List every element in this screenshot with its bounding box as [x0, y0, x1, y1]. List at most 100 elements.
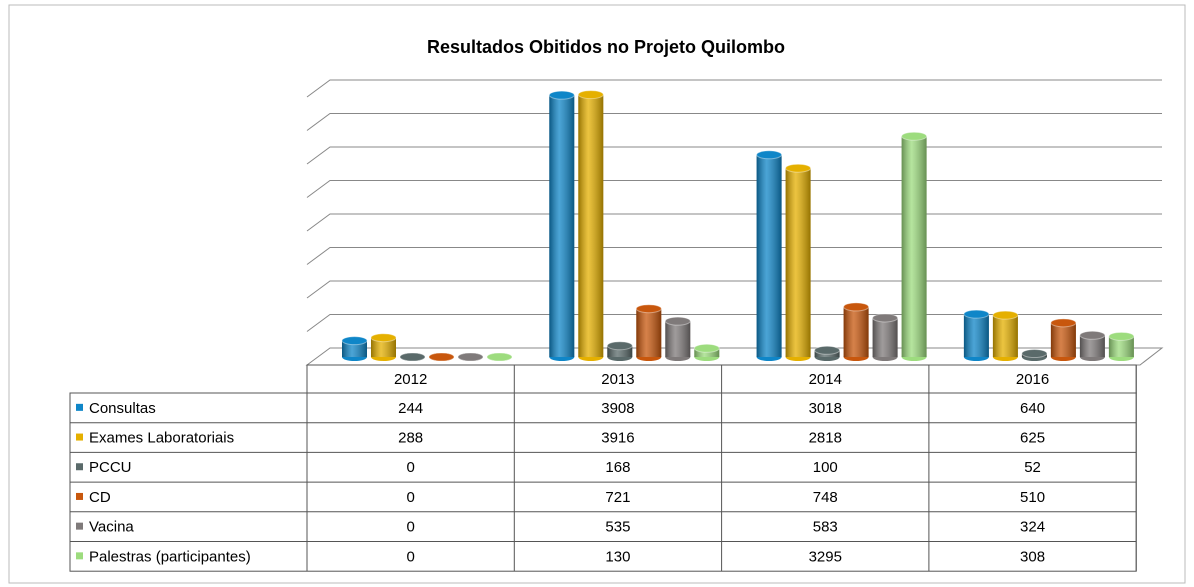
bar-shade — [1050, 322, 1076, 357]
legend-swatch — [76, 463, 83, 471]
table-value: 640 — [1020, 400, 1045, 417]
bar-shade — [1079, 335, 1105, 357]
table-value: 3916 — [601, 430, 634, 447]
bar-shade — [371, 337, 396, 357]
legend-swatch — [76, 433, 83, 441]
table-value: 244 — [398, 400, 423, 417]
bar — [963, 309, 990, 361]
table-value: 0 — [406, 519, 414, 536]
bar — [872, 313, 899, 361]
bar-shade — [636, 308, 662, 357]
table-value: 52 — [1024, 459, 1041, 476]
bar-cap — [577, 90, 604, 100]
legend-swatch — [76, 403, 83, 411]
bar — [548, 90, 575, 361]
table-value: 168 — [605, 459, 630, 476]
bar-shade — [756, 154, 782, 357]
table-value: 0 — [406, 548, 414, 565]
bar — [428, 352, 455, 362]
bar — [486, 352, 513, 362]
table-value: 288 — [398, 430, 423, 447]
bar — [1079, 330, 1106, 361]
table-value: 0 — [406, 459, 414, 476]
legend-label: Consultas — [89, 400, 156, 417]
legend-label: CD — [89, 489, 111, 506]
bar-cap — [1050, 318, 1077, 328]
grid-line — [306, 180, 1162, 198]
bar-cap — [635, 304, 662, 314]
bar-shade — [843, 306, 869, 357]
table-value: 583 — [813, 519, 838, 536]
grid-line — [306, 247, 1162, 265]
grid-line — [306, 146, 1162, 165]
table-value: 3018 — [809, 400, 842, 417]
legend-label: PCCU — [89, 459, 132, 476]
table-value: 3295 — [809, 548, 842, 565]
bar-shade — [342, 340, 367, 357]
table-value: 308 — [1020, 548, 1045, 565]
bar — [577, 90, 604, 361]
x-tick-label: 2012 — [394, 371, 427, 388]
bar-cap — [992, 310, 1019, 320]
bar-cap — [428, 352, 455, 362]
table-value: 3908 — [601, 400, 634, 417]
bar-cap — [548, 90, 575, 100]
bar — [399, 352, 426, 362]
grid-line — [306, 79, 1162, 98]
x-tick-label: 2013 — [601, 371, 634, 388]
bar — [814, 345, 841, 361]
bar-shade — [963, 314, 989, 357]
bar-cap — [664, 316, 691, 326]
table-value: 721 — [605, 489, 630, 506]
bar-cap — [693, 343, 720, 353]
bar — [756, 150, 783, 361]
legend-swatch — [76, 492, 83, 500]
bar — [901, 131, 928, 361]
bar-shade — [992, 315, 1018, 357]
bar-shade — [665, 321, 691, 357]
bar-cap — [1079, 330, 1106, 340]
bar — [606, 341, 633, 361]
bar — [1050, 318, 1077, 361]
grid-line — [306, 280, 1162, 299]
bar-cap — [486, 352, 513, 362]
bar-shade — [1108, 336, 1134, 357]
table-value: 510 — [1020, 489, 1045, 506]
table-value: 748 — [813, 489, 838, 506]
bar — [1021, 349, 1048, 361]
legend-label: Palestras (participantes) — [89, 548, 251, 565]
bar — [341, 336, 368, 361]
bar-shade — [607, 345, 633, 357]
table-value: 0 — [406, 489, 414, 506]
table-value: 324 — [1020, 519, 1045, 536]
bar-cap — [756, 150, 783, 160]
legend-label: Vacina — [89, 519, 134, 536]
table-value: 625 — [1020, 430, 1045, 447]
x-tick-label: 2014 — [809, 371, 842, 388]
bar-shade — [549, 95, 575, 357]
bar-cap — [843, 302, 870, 312]
bar-shade — [694, 348, 720, 357]
table-value: 100 — [813, 459, 838, 476]
bar-cap — [963, 309, 990, 319]
grid-line — [306, 213, 1162, 232]
bar — [843, 302, 870, 361]
bar-shade — [785, 168, 811, 357]
table-value: 535 — [605, 519, 630, 536]
bar-cap — [785, 163, 812, 173]
bar-cap — [814, 345, 841, 355]
grid-line — [306, 113, 1162, 131]
bar-cap — [399, 352, 426, 362]
bar-cap — [901, 131, 928, 141]
bar — [370, 333, 397, 361]
chart-title: Resultados Obitidos no Projeto Quilombo — [427, 37, 785, 57]
bar-cap — [606, 341, 633, 351]
legend-label: Exames Laboratoriais — [89, 430, 234, 447]
bar — [992, 310, 1019, 361]
bar-shade — [872, 317, 898, 357]
bar — [693, 343, 720, 361]
bar — [635, 304, 662, 361]
table-value: 130 — [605, 548, 630, 565]
x-tick-label: 2016 — [1016, 371, 1049, 388]
